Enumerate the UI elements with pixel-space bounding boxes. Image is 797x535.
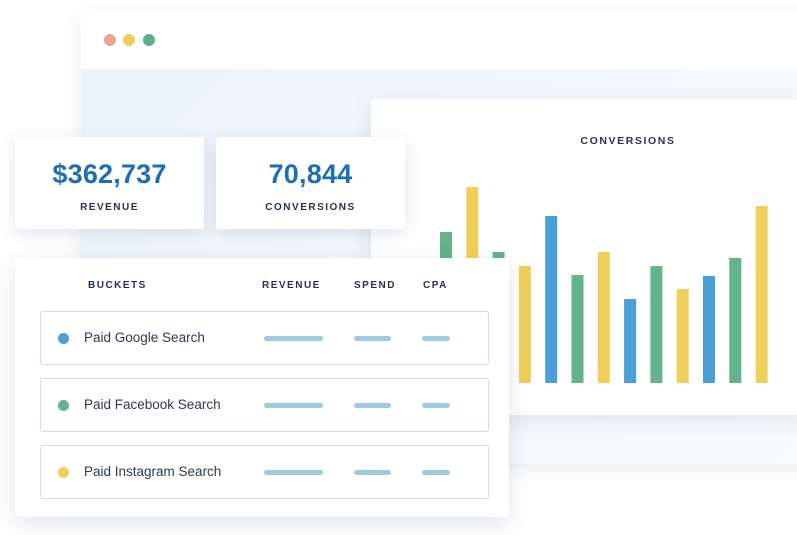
table-row[interactable]: Paid Google Search [40,311,489,365]
bucket-color-dot [58,333,69,344]
table-row[interactable]: Paid Facebook Search [40,378,489,432]
window-close-button[interactable] [104,34,116,46]
revenue-placeholder-bar [264,336,323,341]
chart-title: CONVERSIONS [580,135,676,147]
chart-bar [676,289,689,383]
revenue-label: REVENUE [80,202,139,213]
chart-bar [650,266,663,383]
bucket-label: Paid Instagram Search [84,464,222,479]
chart-bar [597,252,610,383]
revenue-stat-card: $362,737 REVENUE [15,137,204,229]
conversions-label: CONVERSIONS [265,202,356,213]
chart-bar [571,275,584,383]
table-row[interactable]: Paid Instagram Search [40,445,489,499]
window-minimize-button[interactable] [123,34,135,46]
chart-bar [755,206,768,383]
spend-placeholder-bar [354,403,391,408]
window-maximize-button[interactable] [143,34,155,46]
spend-placeholder-bar [354,470,391,475]
bucket-color-dot [58,400,69,411]
revenue-placeholder-bar [264,403,323,408]
cpa-placeholder-bar [422,336,450,341]
chart-bar [729,258,742,383]
bucket-color-dot [58,467,69,478]
revenue-value: $362,737 [52,159,167,189]
spend-placeholder-bar [354,336,391,341]
chart-bar [703,276,715,383]
window-titlebar [81,12,797,69]
conversions-value: 70,844 [268,159,353,189]
chart-bar [545,216,558,383]
header-revenue[interactable]: REVENUE [262,280,321,291]
cpa-placeholder-bar [422,470,450,475]
cpa-placeholder-bar [422,403,450,408]
bucket-label: Paid Facebook Search [84,397,221,412]
buckets-table: BUCKETS REVENUE SPEND CPA Paid Google Se… [15,258,509,517]
bucket-label: Paid Google Search [84,330,205,345]
revenue-placeholder-bar [264,470,323,475]
header-buckets[interactable]: BUCKETS [88,280,147,291]
chart-bar [624,299,637,383]
conversions-stat-card: 70,844 CONVERSIONS [216,137,405,229]
header-cpa[interactable]: CPA [423,280,448,291]
chart-bar [518,266,531,383]
header-spend[interactable]: SPEND [354,280,396,291]
